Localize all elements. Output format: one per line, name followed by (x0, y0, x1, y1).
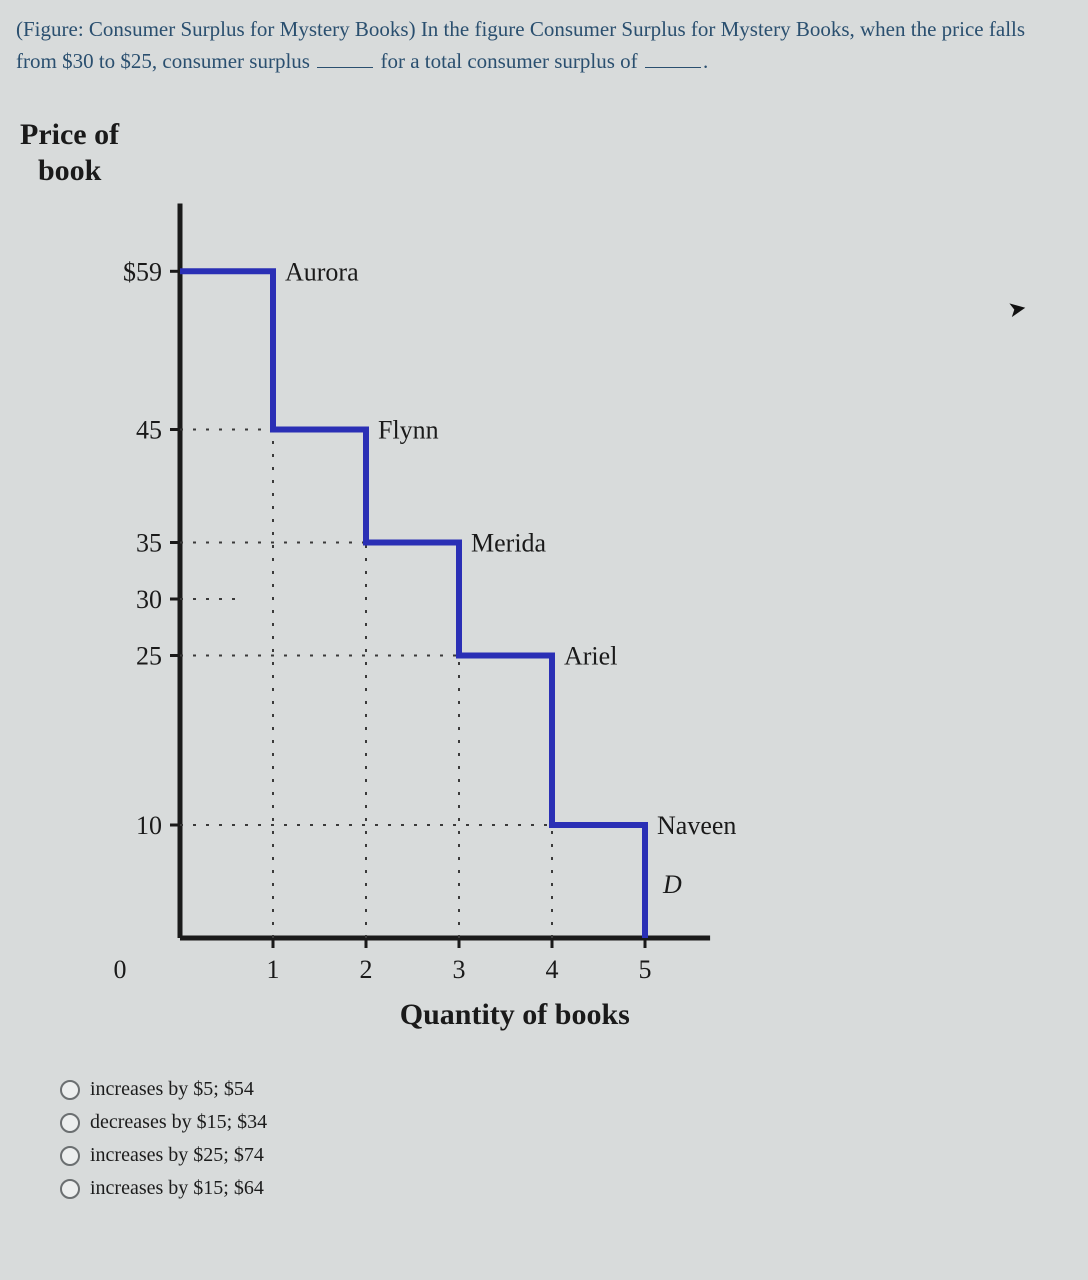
svg-text:D: D (662, 870, 682, 899)
svg-text:10: 10 (136, 811, 162, 840)
svg-text:30: 30 (136, 585, 162, 614)
svg-text:35: 35 (136, 529, 162, 558)
question-mid: for a total consumer surplus of (375, 49, 643, 73)
option-label: increases by $15; $64 (90, 1177, 264, 1200)
radio-icon[interactable] (60, 1113, 80, 1133)
svg-text:Price of: Price of (20, 118, 120, 151)
blank-2 (645, 47, 701, 68)
svg-text:2: 2 (360, 955, 373, 984)
question-suffix: . (703, 49, 708, 73)
blank-1 (317, 47, 373, 68)
radio-icon[interactable] (60, 1179, 80, 1199)
answer-options: increases by $5; $54 decreases by $15; $… (60, 1078, 267, 1210)
svg-text:3: 3 (453, 955, 466, 984)
radio-icon[interactable] (60, 1080, 80, 1100)
svg-text:5: 5 (639, 955, 652, 984)
chart-svg: Price ofbook$594535302510012345AuroraFly… (10, 108, 910, 1068)
question-text: (Figure: Consumer Surplus for Mystery Bo… (0, 0, 1088, 77)
option-label: decreases by $15; $34 (90, 1111, 267, 1134)
cursor-icon: ➤ (1006, 295, 1029, 324)
svg-text:1: 1 (267, 955, 280, 984)
svg-text:4: 4 (546, 955, 559, 984)
svg-text:book: book (38, 154, 102, 187)
svg-text:Aurora: Aurora (285, 257, 359, 286)
option-c[interactable]: increases by $25; $74 (60, 1144, 267, 1167)
svg-text:$59: $59 (123, 257, 162, 286)
option-b[interactable]: decreases by $15; $34 (60, 1111, 267, 1134)
option-a[interactable]: increases by $5; $54 (60, 1078, 267, 1101)
svg-text:0: 0 (114, 955, 127, 984)
option-label: increases by $25; $74 (90, 1144, 264, 1167)
radio-icon[interactable] (60, 1146, 80, 1166)
option-d[interactable]: increases by $15; $64 (60, 1177, 267, 1200)
svg-text:25: 25 (136, 642, 162, 671)
svg-text:45: 45 (136, 416, 162, 445)
svg-text:Merida: Merida (471, 529, 547, 558)
svg-text:Flynn: Flynn (378, 416, 439, 445)
svg-text:Naveen: Naveen (657, 811, 736, 840)
svg-text:Ariel: Ariel (564, 642, 617, 671)
svg-text:Quantity of books: Quantity of books (400, 998, 630, 1031)
demand-chart: Price ofbook$594535302510012345AuroraFly… (10, 108, 910, 1068)
option-label: increases by $5; $54 (90, 1078, 254, 1101)
